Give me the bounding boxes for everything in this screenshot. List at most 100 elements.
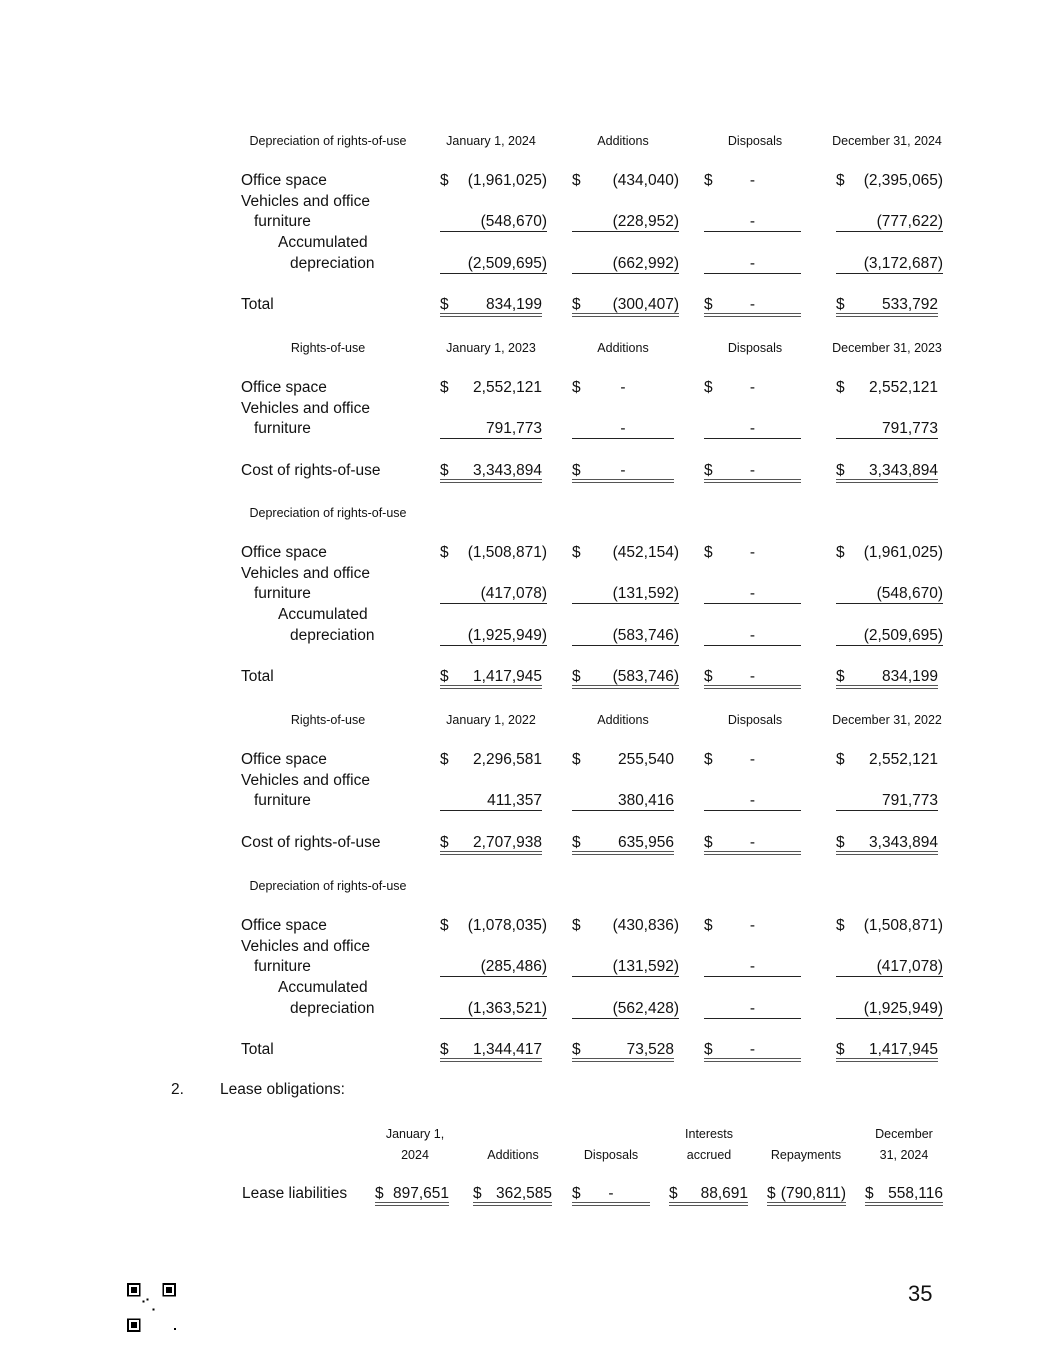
table-cell: (2,509,695) bbox=[467, 254, 547, 272]
section-number: 2. bbox=[171, 1081, 184, 1098]
section-heading: Lease obligations: bbox=[220, 1081, 345, 1098]
row-label: Cost of rights-of-use bbox=[241, 461, 381, 479]
section-title: Depreciation of rights-of-use bbox=[249, 134, 407, 148]
row-label: furniture bbox=[254, 420, 311, 438]
single-underline bbox=[704, 272, 801, 274]
dollar-sign: $ bbox=[704, 751, 713, 768]
single-underline bbox=[572, 1017, 679, 1019]
dollar-sign: $ bbox=[704, 1041, 713, 1059]
table-cell: 411,357 bbox=[487, 792, 542, 810]
section-title: Depreciation of rights-of-use bbox=[249, 506, 407, 520]
row-label: furniture bbox=[254, 958, 311, 976]
single-underline bbox=[704, 231, 801, 233]
dollar-sign: $ bbox=[440, 1041, 449, 1059]
dollar-sign: $ bbox=[440, 917, 449, 934]
table-cell: - bbox=[749, 751, 756, 768]
table-cell: 897,651 bbox=[392, 1185, 449, 1202]
dollar-sign: $ bbox=[836, 751, 845, 768]
double-underline bbox=[836, 685, 938, 690]
double-underline bbox=[669, 1202, 748, 1206]
single-underline bbox=[440, 231, 547, 233]
row-label: Vehicles and office bbox=[241, 771, 370, 789]
section-title: Depreciation of rights-of-use bbox=[249, 879, 407, 893]
row-label: Vehicles and office bbox=[241, 937, 370, 955]
table-cell: (3,172,687) bbox=[863, 254, 943, 272]
table-cell: - bbox=[749, 833, 756, 851]
dollar-sign: $ bbox=[572, 1185, 581, 1202]
single-underline bbox=[704, 438, 801, 440]
table-cell: - bbox=[749, 461, 756, 479]
table-cell: - bbox=[749, 296, 756, 314]
dollar-sign: $ bbox=[704, 172, 713, 189]
dollar-sign: $ bbox=[836, 917, 845, 934]
table-cell: - bbox=[620, 420, 626, 438]
table-cell: (548,670) bbox=[876, 585, 943, 603]
table-cell: (1,925,949) bbox=[863, 999, 943, 1017]
table-cell: - bbox=[749, 626, 756, 644]
table-cell: (562,428) bbox=[612, 999, 679, 1017]
double-underline bbox=[440, 478, 542, 483]
double-underline bbox=[572, 1058, 674, 1063]
column-header: Interests bbox=[685, 1127, 733, 1141]
table-cell: (583,746) bbox=[612, 626, 679, 644]
table-cell: 834,199 bbox=[485, 296, 542, 314]
column-header: December bbox=[875, 1127, 933, 1141]
dollar-sign: $ bbox=[572, 668, 581, 686]
table-cell: (417,078) bbox=[480, 585, 547, 603]
single-underline bbox=[704, 603, 801, 605]
dollar-sign: $ bbox=[572, 751, 581, 768]
table-cell: (1,363,521) bbox=[467, 999, 547, 1017]
single-underline bbox=[572, 438, 674, 440]
column-header: Additions bbox=[597, 134, 649, 148]
single-underline bbox=[836, 1017, 943, 1019]
double-underline bbox=[704, 313, 801, 318]
table-cell: (1,078,035) bbox=[467, 917, 547, 934]
dollar-sign: $ bbox=[572, 1041, 581, 1059]
qr-code-icon bbox=[127, 1283, 176, 1332]
dollar-sign: $ bbox=[836, 544, 845, 561]
row-label: depreciation bbox=[290, 254, 375, 272]
table-cell: 2,296,581 bbox=[473, 751, 542, 768]
dollar-sign: $ bbox=[669, 1185, 678, 1202]
row-label: Total bbox=[241, 668, 274, 686]
row-label: depreciation bbox=[290, 626, 375, 644]
column-header: January 1, 2023 bbox=[446, 341, 536, 355]
single-underline bbox=[836, 438, 938, 440]
single-underline bbox=[572, 976, 679, 978]
column-header: Repayments bbox=[770, 1148, 842, 1162]
dollar-sign: $ bbox=[440, 751, 449, 768]
table-cell: - bbox=[620, 461, 626, 479]
row-label: Office space bbox=[241, 544, 327, 561]
dollar-sign: $ bbox=[767, 1185, 776, 1202]
dollar-sign: $ bbox=[440, 172, 449, 189]
double-underline bbox=[704, 850, 801, 855]
dollar-sign: $ bbox=[704, 833, 713, 851]
dollar-sign: $ bbox=[704, 379, 713, 396]
dollar-sign: $ bbox=[440, 461, 449, 479]
table-cell: (2,395,065) bbox=[863, 172, 943, 189]
table-cell: 791,773 bbox=[881, 420, 938, 438]
table-cell: (228,952) bbox=[612, 213, 679, 231]
single-underline bbox=[836, 231, 943, 233]
row-label: Total bbox=[241, 1041, 274, 1059]
table-cell: - bbox=[749, 999, 756, 1017]
single-underline bbox=[572, 810, 674, 812]
double-underline bbox=[440, 685, 542, 690]
table-cell: 791,773 bbox=[881, 792, 938, 810]
dollar-sign: $ bbox=[704, 544, 713, 561]
single-underline bbox=[440, 438, 542, 440]
double-underline bbox=[865, 1202, 943, 1206]
table-cell: - bbox=[749, 379, 756, 396]
dollar-sign: $ bbox=[572, 461, 581, 479]
table-cell: (548,670) bbox=[480, 213, 547, 231]
single-underline bbox=[440, 272, 547, 274]
table-cell: - bbox=[620, 379, 626, 396]
table-cell: (285,486) bbox=[480, 958, 547, 976]
table-cell: 558,116 bbox=[888, 1185, 943, 1202]
page-number: 35 bbox=[908, 1281, 933, 1306]
single-underline bbox=[440, 810, 542, 812]
dollar-sign: $ bbox=[375, 1185, 384, 1202]
row-label: Lease liabilities bbox=[242, 1185, 348, 1202]
dollar-sign: $ bbox=[836, 461, 845, 479]
table-cell: - bbox=[749, 917, 756, 934]
